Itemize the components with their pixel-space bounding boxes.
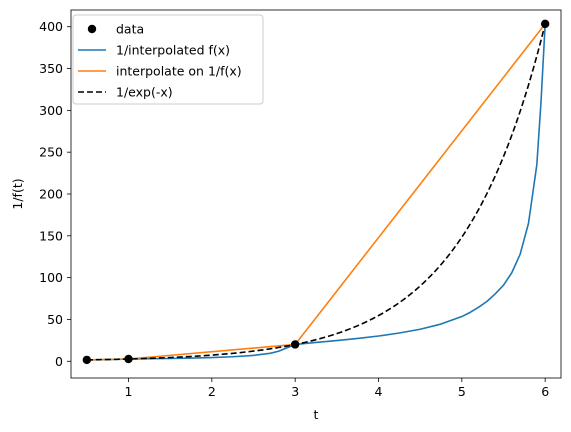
y-tick-label: 350 (39, 61, 63, 76)
series-layer (86, 23, 546, 361)
legend-box (72, 14, 264, 105)
x-tick-label: 6 (541, 384, 549, 399)
legend-label: 1/interpolated f(x) (116, 43, 230, 58)
y-tick-label: 0 (55, 354, 63, 369)
x-axis-label: t (314, 407, 319, 422)
x-tick-label: 1 (125, 384, 133, 399)
legend-label: 1/exp(-x) (116, 85, 173, 100)
legend: data 1/interpolated f(x) interpolate on 1/… (72, 14, 264, 105)
data-point (82, 355, 92, 365)
y-tick-label: 250 (39, 145, 63, 160)
legend-label: interpolate on 1/f(x) (116, 64, 242, 79)
x-tick-label: 2 (208, 384, 216, 399)
data-point (124, 354, 133, 364)
series-line-1-exp-x (86, 23, 546, 361)
y-tick-label: 50 (47, 312, 63, 327)
y-axis: 0 50 100 150 200 250 300 350 400 (39, 19, 71, 369)
x-tick-label: 3 (291, 384, 299, 399)
x-axis: 1 2 3 4 5 6 (125, 378, 549, 399)
y-tick-label: 400 (39, 19, 63, 34)
y-tick-label: 100 (39, 270, 63, 285)
x-tick-label: 4 (375, 384, 383, 399)
x-tick-label: 5 (458, 384, 466, 399)
series-line-1-interpolated-f-x (86, 23, 546, 361)
data-point (290, 340, 300, 349)
y-tick-label: 150 (39, 228, 63, 243)
y-tick-label: 300 (39, 103, 63, 118)
markers-layer (82, 19, 550, 365)
legend-marker (87, 24, 97, 34)
y-tick-label: 200 (39, 187, 63, 202)
legend-label: data (116, 22, 144, 37)
y-axis-label: 1/f(t) (10, 178, 25, 209)
data-point (540, 19, 550, 29)
